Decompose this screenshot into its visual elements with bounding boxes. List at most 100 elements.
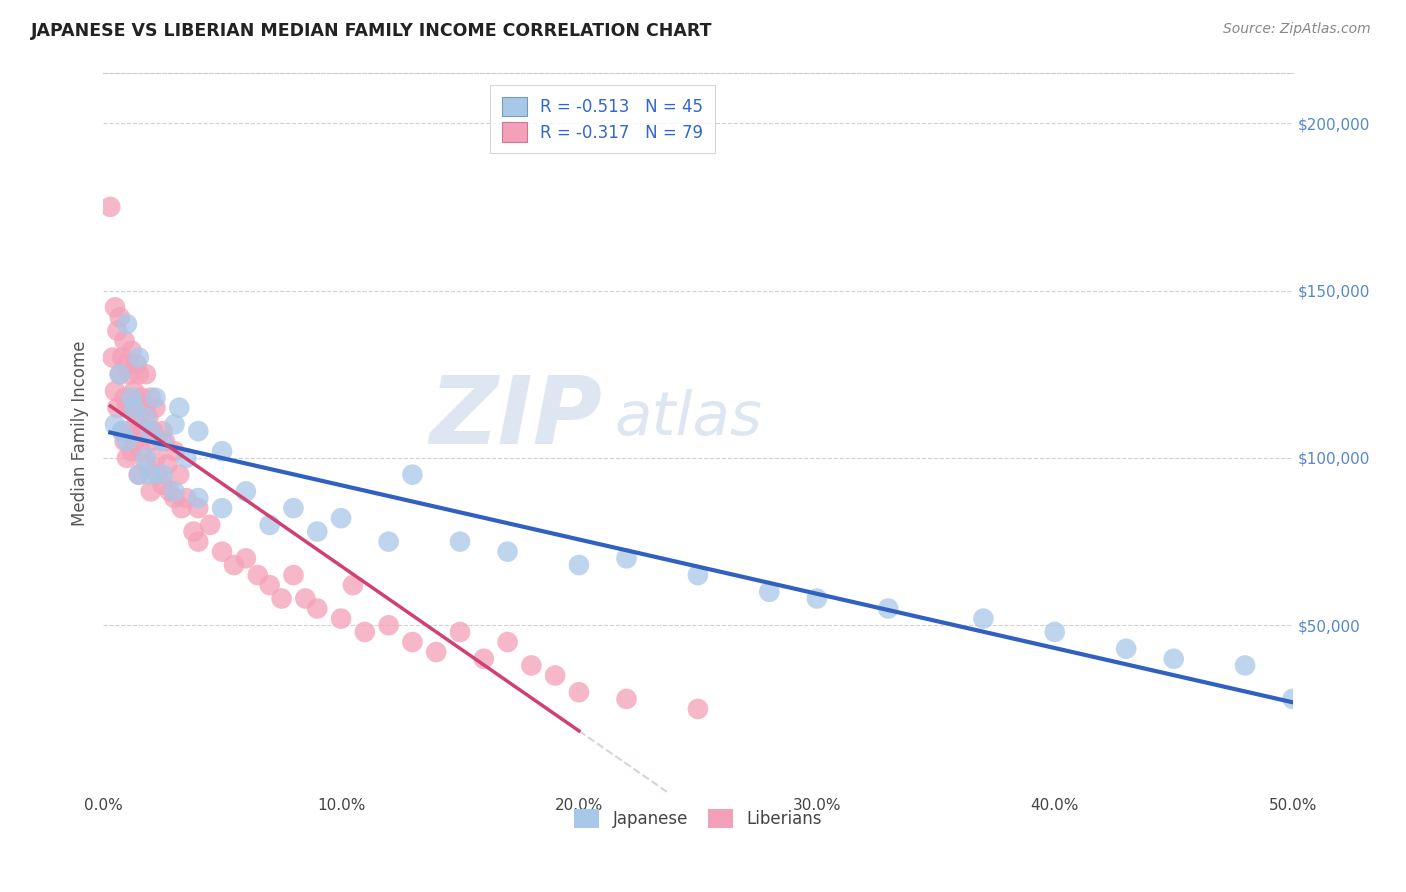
- Point: [167, 467, 190, 482]
- Point: [159, 484, 181, 499]
- Point: [128, 368, 150, 382]
- Point: [163, 484, 186, 499]
- Point: [183, 524, 205, 539]
- Point: [114, 434, 136, 449]
- Point: [163, 491, 186, 505]
- Point: [128, 467, 150, 482]
- Point: [1234, 658, 1257, 673]
- Point: [139, 467, 162, 482]
- Point: [135, 450, 157, 465]
- Point: [111, 351, 134, 365]
- Point: [568, 685, 591, 699]
- Point: [125, 357, 148, 371]
- Point: [139, 424, 162, 438]
- Point: [198, 517, 221, 532]
- Point: [145, 391, 167, 405]
- Point: [152, 424, 174, 438]
- Point: [145, 450, 167, 465]
- Point: [163, 417, 186, 432]
- Point: [101, 351, 124, 365]
- Point: [246, 568, 269, 582]
- Point: [139, 391, 162, 405]
- Point: [114, 334, 136, 348]
- Point: [153, 434, 176, 449]
- Point: [98, 200, 121, 214]
- Point: [283, 568, 305, 582]
- Point: [449, 625, 471, 640]
- Point: [115, 450, 138, 465]
- Point: [616, 692, 638, 706]
- Point: [139, 484, 162, 499]
- Point: [616, 551, 638, 566]
- Point: [108, 368, 131, 382]
- Point: [235, 484, 257, 499]
- Point: [1043, 625, 1066, 640]
- Point: [135, 410, 157, 425]
- Point: [104, 384, 127, 398]
- Point: [270, 591, 292, 606]
- Point: [156, 458, 179, 472]
- Point: [115, 357, 138, 371]
- Point: [107, 324, 129, 338]
- Point: [122, 384, 145, 398]
- Point: [128, 351, 150, 365]
- Point: [170, 501, 193, 516]
- Point: [342, 578, 364, 592]
- Point: [142, 424, 165, 438]
- Point: [108, 310, 131, 325]
- Point: [135, 401, 157, 415]
- Point: [544, 668, 567, 682]
- Point: [259, 517, 281, 532]
- Y-axis label: Median Family Income: Median Family Income: [72, 340, 89, 525]
- Point: [758, 584, 780, 599]
- Point: [121, 391, 143, 405]
- Point: [111, 424, 134, 438]
- Point: [121, 343, 143, 358]
- Point: [122, 401, 145, 415]
- Legend: Japanese, Liberians: Japanese, Liberians: [568, 802, 828, 835]
- Point: [108, 368, 131, 382]
- Point: [330, 611, 353, 625]
- Point: [330, 511, 353, 525]
- Point: [449, 534, 471, 549]
- Point: [401, 467, 423, 482]
- Point: [111, 424, 134, 438]
- Point: [152, 477, 174, 491]
- Point: [128, 467, 150, 482]
- Point: [401, 635, 423, 649]
- Point: [211, 501, 233, 516]
- Point: [1281, 692, 1303, 706]
- Point: [307, 601, 329, 615]
- Point: [146, 467, 169, 482]
- Point: [877, 601, 900, 615]
- Point: [568, 558, 591, 572]
- Point: [235, 551, 257, 566]
- Point: [107, 401, 129, 415]
- Point: [118, 368, 141, 382]
- Point: [377, 618, 399, 632]
- Point: [122, 434, 145, 449]
- Point: [114, 391, 136, 405]
- Point: [121, 444, 143, 458]
- Point: [972, 611, 994, 625]
- Point: [104, 300, 127, 314]
- Point: [135, 368, 157, 382]
- Point: [136, 410, 159, 425]
- Point: [496, 635, 519, 649]
- Point: [121, 401, 143, 415]
- Text: atlas: atlas: [614, 389, 762, 448]
- Point: [152, 467, 174, 482]
- Point: [472, 652, 495, 666]
- Point: [115, 401, 138, 415]
- Text: JAPANESE VS LIBERIAN MEDIAN FAMILY INCOME CORRELATION CHART: JAPANESE VS LIBERIAN MEDIAN FAMILY INCOM…: [31, 22, 713, 40]
- Point: [425, 645, 447, 659]
- Point: [686, 702, 709, 716]
- Point: [1115, 641, 1137, 656]
- Point: [145, 401, 167, 415]
- Point: [806, 591, 828, 606]
- Point: [187, 491, 209, 505]
- Point: [211, 544, 233, 558]
- Point: [176, 491, 198, 505]
- Point: [377, 534, 399, 549]
- Point: [167, 401, 190, 415]
